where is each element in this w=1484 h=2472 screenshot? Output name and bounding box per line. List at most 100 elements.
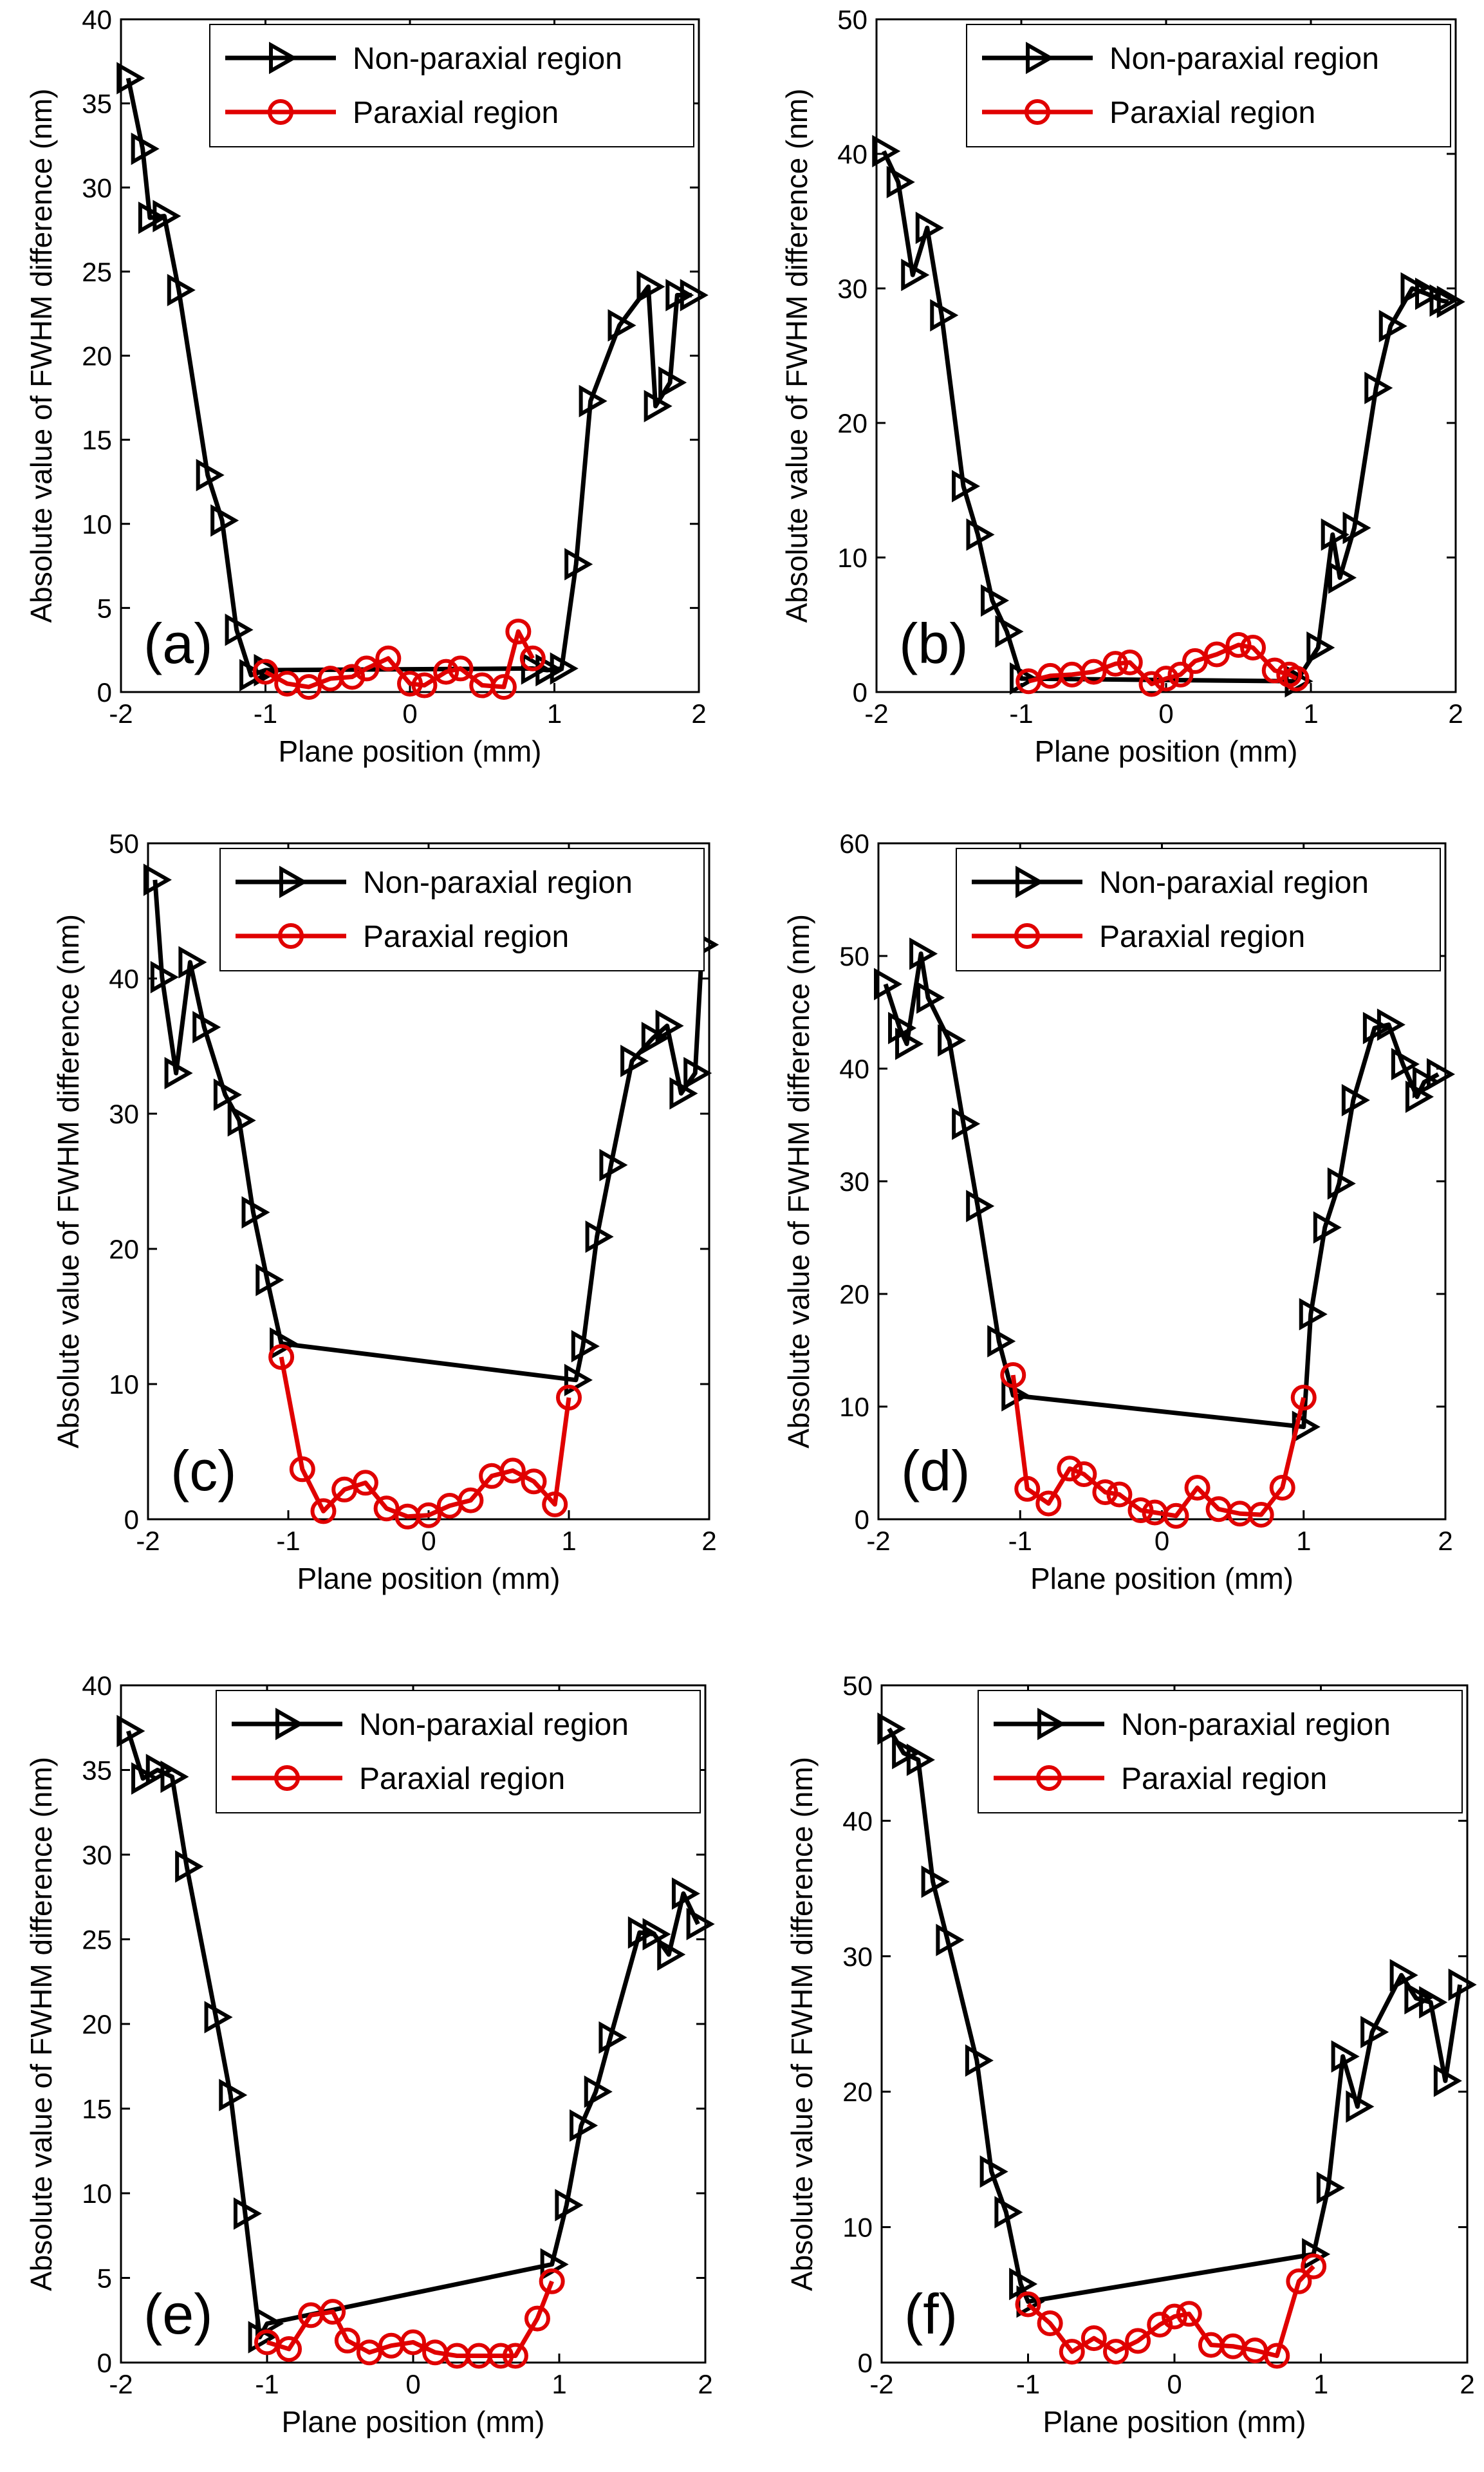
- x-tick-label: 2: [701, 1526, 716, 1556]
- data-point: [458, 1487, 484, 1513]
- data-point: [1059, 2339, 1085, 2365]
- data-point: [320, 2299, 346, 2325]
- y-tick-label: 20: [82, 341, 112, 371]
- data-point: [233, 2197, 262, 2230]
- data-point: [1286, 2268, 1312, 2294]
- x-tick-label: 1: [1296, 1526, 1311, 1556]
- y-tick-label: 35: [82, 1756, 112, 1786]
- y-tick-label: 20: [82, 2009, 112, 2039]
- data-point: [145, 1754, 174, 1786]
- data-point: [1057, 1456, 1083, 1482]
- x-tick-label: -1: [276, 1526, 300, 1556]
- x-tick-label: 0: [402, 698, 417, 729]
- data-point: [1138, 671, 1165, 697]
- y-tick-label: 15: [82, 425, 112, 455]
- y-tick-label: 40: [837, 139, 867, 169]
- x-axis-title: Plane position (mm): [278, 735, 541, 768]
- data-point: [1071, 1461, 1097, 1487]
- y-tick-label: 25: [82, 257, 112, 287]
- data-point: [1269, 1475, 1295, 1501]
- data-point: [1225, 632, 1252, 658]
- y-tick-label: 20: [839, 1279, 869, 1309]
- legend-marker: [279, 865, 308, 899]
- data-point: [1415, 277, 1444, 310]
- data-point: [1103, 2339, 1129, 2365]
- data-point: [488, 2343, 514, 2369]
- data-point: [665, 279, 694, 312]
- data-point: [1321, 518, 1350, 551]
- data-point: [1412, 1065, 1442, 1099]
- data-point: [539, 2268, 565, 2294]
- data-point: [356, 2339, 382, 2366]
- data-point: [1163, 1503, 1189, 1529]
- y-tick-label: 30: [82, 1840, 112, 1870]
- data-point: [627, 1916, 656, 1949]
- legend-marker: [275, 1707, 304, 1741]
- x-tick-label: -2: [866, 1526, 890, 1556]
- data-point: [550, 652, 579, 685]
- x-axis-title: Plane position (mm): [281, 2405, 544, 2439]
- data-point: [1405, 1080, 1434, 1113]
- data-point: [397, 670, 423, 697]
- x-axis-title: Plane position (mm): [1034, 735, 1297, 768]
- y-tick-label: 30: [842, 1942, 873, 1972]
- legend-box: [956, 848, 1441, 971]
- data-point: [196, 458, 225, 492]
- data-point: [416, 1502, 441, 1528]
- data-point: [686, 1907, 715, 1940]
- data-point: [987, 1325, 1016, 1358]
- y-tick-label: 35: [82, 89, 112, 119]
- data-point: [227, 1104, 256, 1137]
- data-point: [642, 1918, 671, 1951]
- y-tick-label: 25: [82, 1925, 112, 1955]
- y-tick-label: 10: [842, 2213, 873, 2243]
- x-tick-label: 0: [421, 1526, 436, 1556]
- y-axis-title: Absolute value of FWHM difference (nm): [51, 914, 85, 1448]
- data-point: [521, 652, 550, 685]
- series-line: [125, 77, 692, 678]
- data-point: [295, 674, 322, 700]
- data-point: [373, 1495, 400, 1522]
- data-point: [433, 659, 459, 685]
- data-point: [1014, 1475, 1041, 1502]
- data-point: [116, 1714, 145, 1748]
- data-point: [270, 1327, 299, 1360]
- y-axis-title: Absolute value of FWHM difference (nm): [24, 88, 58, 623]
- data-point: [1364, 371, 1393, 404]
- data-point: [1176, 2301, 1202, 2327]
- x-tick-label: -2: [864, 698, 888, 729]
- y-tick-label: 50: [839, 941, 869, 971]
- data-point: [892, 1737, 921, 1770]
- data-point: [556, 1385, 582, 1410]
- data-point: [930, 299, 959, 332]
- data-point: [1000, 1362, 1026, 1388]
- data-point: [620, 1044, 649, 1078]
- data-point: [225, 613, 254, 646]
- data-point: [505, 618, 532, 644]
- data-point: [502, 2343, 528, 2369]
- x-tick-label: -2: [109, 2369, 133, 2399]
- data-point: [636, 270, 665, 303]
- y-tick-label: 0: [97, 677, 112, 707]
- data-point: [1404, 1981, 1433, 2015]
- x-tick-label: 2: [698, 2369, 712, 2399]
- y-tick-label: 10: [82, 2178, 112, 2209]
- y-tick-label: 40: [842, 1806, 873, 1836]
- legend-entry: Non-paraxial region: [1099, 866, 1369, 900]
- data-point: [886, 165, 915, 199]
- data-point: [1035, 1490, 1062, 1517]
- data-point: [138, 201, 167, 234]
- data-point: [599, 1148, 628, 1181]
- data-point: [268, 1344, 295, 1370]
- data-point: [192, 1011, 221, 1044]
- x-tick-label: -1: [1016, 2369, 1040, 2399]
- legend-marker: [1025, 99, 1050, 125]
- data-point: [921, 1865, 950, 1898]
- series-line: [1026, 2265, 1315, 2358]
- series-line: [153, 879, 705, 1383]
- y-tick-label: 30: [109, 1099, 139, 1129]
- x-axis-title: Plane position (mm): [1030, 1562, 1294, 1595]
- data-point: [1037, 2310, 1063, 2336]
